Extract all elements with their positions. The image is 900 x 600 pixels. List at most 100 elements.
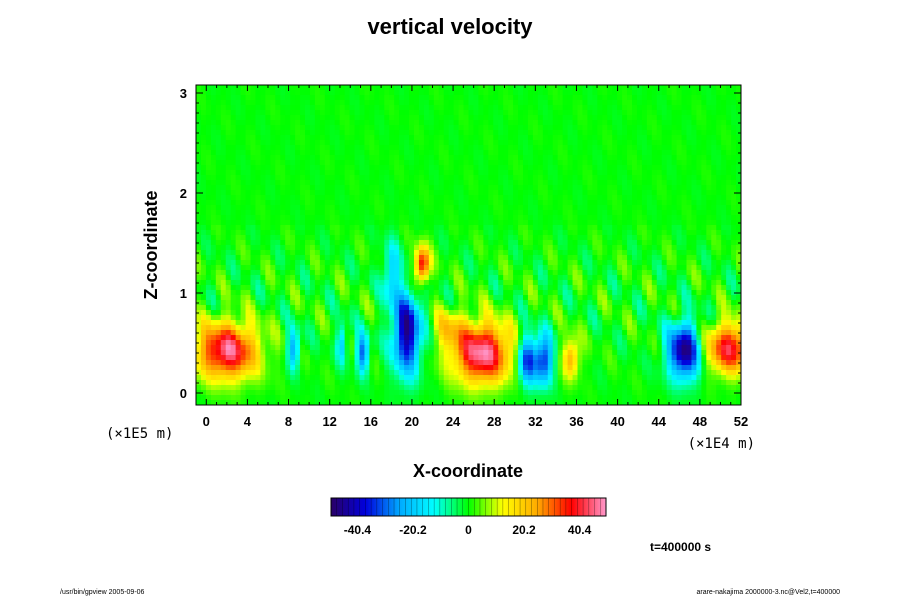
heatmap-cell: [478, 150, 484, 156]
heatmap-cell: [235, 125, 242, 131]
heatmap-cell: [622, 235, 628, 241]
heatmap-cell: [369, 290, 375, 296]
heatmap-cell: [319, 120, 326, 126]
heatmap-cell: [339, 165, 346, 171]
heatmap-cell: [513, 140, 519, 146]
heatmap-cell: [409, 245, 415, 251]
heatmap-cell: [300, 105, 306, 111]
heatmap-cell: [523, 260, 529, 266]
heatmap-cell: [681, 130, 688, 136]
heatmap-cell: [364, 290, 370, 296]
heatmap-cell: [359, 275, 366, 281]
heatmap-cell: [701, 210, 707, 216]
heatmap-cell: [255, 145, 261, 151]
heatmap-cell: [676, 305, 683, 311]
heatmap-cell: [230, 105, 237, 111]
heatmap-cell: [587, 305, 593, 311]
heatmap-cell: [285, 155, 291, 161]
heatmap-cell: [250, 195, 257, 201]
heatmap-cell: [433, 195, 440, 201]
heatmap-cell: [666, 250, 673, 256]
heatmap-cell: [265, 195, 271, 201]
heatmap-cell: [374, 245, 380, 251]
heatmap-cell: [726, 120, 732, 126]
heatmap-cell: [339, 110, 346, 116]
heatmap-cell: [374, 180, 380, 186]
heatmap-cell: [676, 295, 683, 301]
heatmap-cell: [483, 135, 489, 141]
heatmap-cell: [394, 295, 400, 301]
heatmap-cell: [384, 270, 390, 276]
heatmap-cell: [661, 270, 668, 276]
heatmap-cell: [557, 165, 564, 171]
heatmap-cell: [478, 305, 484, 311]
heatmap-cell: [339, 275, 346, 281]
heatmap-cell: [696, 115, 702, 121]
heatmap-cell: [433, 280, 440, 286]
heatmap-cell: [414, 205, 420, 211]
heatmap-cell: [691, 260, 697, 266]
heatmap-cell: [646, 265, 653, 271]
heatmap-cell: [612, 230, 618, 236]
heatmap-cell: [582, 165, 588, 171]
heatmap-cell: [483, 155, 489, 161]
heatmap-cell: [711, 215, 717, 221]
heatmap-cell: [473, 175, 479, 181]
heatmap-cell: [731, 220, 737, 226]
heatmap-cell: [275, 235, 281, 241]
heatmap-cell: [290, 180, 296, 186]
heatmap-cell: [309, 215, 316, 221]
heatmap-cell: [423, 275, 430, 281]
heatmap-cell: [265, 215, 271, 221]
heatmap-cell: [225, 175, 232, 181]
heatmap-cell: [280, 305, 286, 311]
heatmap-cell: [567, 95, 574, 101]
heatmap-cell: [255, 120, 261, 126]
heatmap-cell: [225, 125, 232, 131]
heatmap-cell: [493, 160, 499, 166]
heatmap-cell: [641, 230, 648, 236]
heatmap-cell: [428, 150, 435, 156]
heatmap-cell: [597, 220, 603, 226]
heatmap-cell: [364, 180, 370, 186]
heatmap-cell: [314, 200, 321, 206]
heatmap-cell: [205, 125, 212, 131]
heatmap-cell: [587, 265, 593, 271]
heatmap-cell: [587, 195, 593, 201]
heatmap-cell: [552, 155, 559, 161]
heatmap-cell: [686, 160, 693, 166]
heatmap-cell: [696, 130, 702, 136]
heatmap-cell: [349, 195, 356, 201]
heatmap-cell: [314, 125, 321, 131]
heatmap-cell: [240, 185, 247, 191]
heatmap-cell: [220, 285, 227, 291]
heatmap-cell: [493, 220, 499, 226]
heatmap-cell: [364, 115, 370, 121]
heatmap-cell: [572, 210, 579, 216]
heatmap-cell: [220, 290, 227, 296]
heatmap-cell: [364, 155, 370, 161]
heatmap-cell: [597, 205, 603, 211]
heatmap-cell: [721, 175, 727, 181]
heatmap-cell: [438, 205, 445, 211]
heatmap-cell: [290, 305, 296, 311]
heatmap-cell: [384, 115, 390, 121]
heatmap-cell: [423, 285, 430, 291]
heatmap-cell: [716, 200, 722, 206]
heatmap-cell: [577, 105, 584, 111]
heatmap-cell: [656, 170, 663, 176]
heatmap-cell: [428, 140, 435, 146]
heatmap-cell: [319, 180, 326, 186]
heatmap-cell: [319, 110, 326, 116]
heatmap-cell: [696, 170, 702, 176]
heatmap-cell: [523, 140, 529, 146]
heatmap-cell: [458, 125, 465, 131]
heatmap-cell: [230, 165, 237, 171]
heatmap-cell: [542, 280, 549, 286]
heatmap-cell: [384, 130, 390, 136]
heatmap-cell: [270, 290, 276, 296]
heatmap-cell: [458, 255, 465, 261]
heatmap-cell: [275, 275, 281, 281]
heatmap-cell: [671, 215, 678, 221]
heatmap-cell: [423, 220, 430, 226]
